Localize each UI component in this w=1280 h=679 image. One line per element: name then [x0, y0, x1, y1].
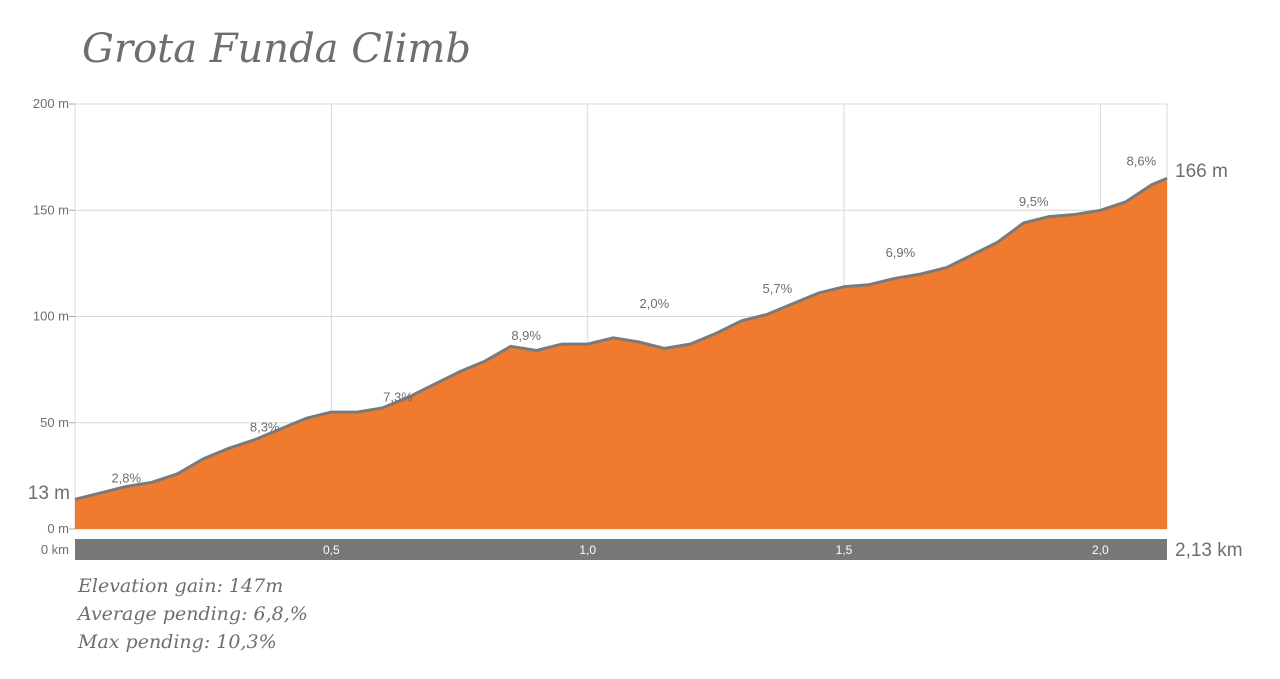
max-gradient: Max pending: 10,3% [78, 631, 277, 653]
gradient-label: 2,8% [111, 470, 141, 485]
y-tick-label: 150 m [33, 202, 69, 217]
distance-bar-fill [75, 539, 1167, 560]
gradient-label: 8,9% [511, 328, 541, 343]
y-tick-label: 200 m [33, 96, 69, 111]
y-tick-label: 50 m [40, 415, 69, 430]
x-end-label: 2,13 km [1175, 540, 1243, 561]
climb-stats: Elevation gain: 147m Average pending: 6,… [78, 572, 308, 656]
y-axis: 0 m 50 m 100 m 150 m 200 m [33, 96, 75, 536]
gradient-label: 5,7% [763, 281, 793, 296]
y-tick-label: 0 m [47, 521, 69, 536]
chart-title: Grota Funda Climb [82, 26, 471, 72]
start-elevation-label: 13 m [28, 483, 70, 504]
gradient-label: 7,3% [383, 390, 413, 405]
elevation-line [74, 177, 1168, 501]
end-labels: 2,13 km 166 m 13 m [28, 161, 1243, 561]
gradient-label: 8,3% [250, 419, 280, 434]
gradient-label: 6,9% [886, 245, 916, 260]
elevation-gain: Elevation gain: 147m [78, 575, 284, 597]
average-gradient: Average pending: 6,8,% [78, 603, 308, 625]
gradient-label: 9,5% [1019, 194, 1049, 209]
gradient-labels: 2,8% 8,3% 7,3% 8,9% 2,0% 5,7% 6,9% 9,5% 8,6% [111, 154, 1156, 486]
x-tick-label: 2,0 [1092, 543, 1109, 557]
elevation-fill [75, 178, 1167, 529]
end-elevation-label: 166 m [1175, 161, 1228, 182]
gradient-label: 8,6% [1127, 154, 1157, 169]
x-tick-label: 1,0 [579, 543, 596, 557]
x-start-label: 0 km [41, 542, 69, 557]
gradient-label: 2,0% [640, 296, 670, 311]
distance-bar: 0 km 0,5 1,0 1,5 2,0 [41, 539, 1167, 560]
x-tick-label: 0,5 [323, 543, 340, 557]
elevation-area [74, 177, 1168, 529]
y-tick-label: 100 m [33, 309, 69, 324]
x-tick-label: 1,5 [836, 543, 853, 557]
